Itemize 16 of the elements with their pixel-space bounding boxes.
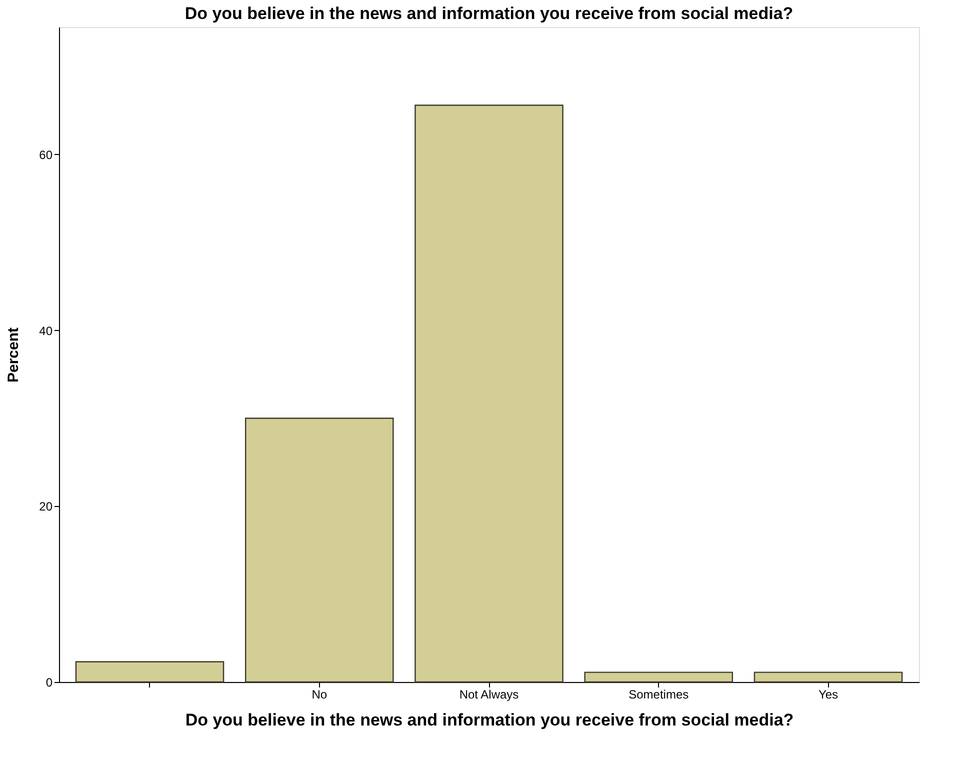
y-tick-label: 20 xyxy=(39,500,53,514)
x-tick-label: No xyxy=(312,688,328,702)
x-tick-label: Yes xyxy=(818,688,838,702)
bar xyxy=(244,418,394,683)
bar xyxy=(75,661,224,683)
y-tick-label: 0 xyxy=(46,676,53,690)
x-axis-title: Do you believe in the news and information you receive from social media? xyxy=(185,710,794,730)
y-tick-label: 40 xyxy=(39,324,53,338)
bar xyxy=(754,672,903,683)
bar xyxy=(414,104,564,683)
y-tick-label: 60 xyxy=(39,148,53,162)
y-axis-title: Percent xyxy=(5,327,22,383)
bar xyxy=(584,672,734,683)
chart-title: Do you believe in the news and information you receive from social media? xyxy=(184,4,794,23)
x-tick-label: Not Always xyxy=(459,688,519,702)
x-tick-label: Sometimes xyxy=(628,688,689,702)
